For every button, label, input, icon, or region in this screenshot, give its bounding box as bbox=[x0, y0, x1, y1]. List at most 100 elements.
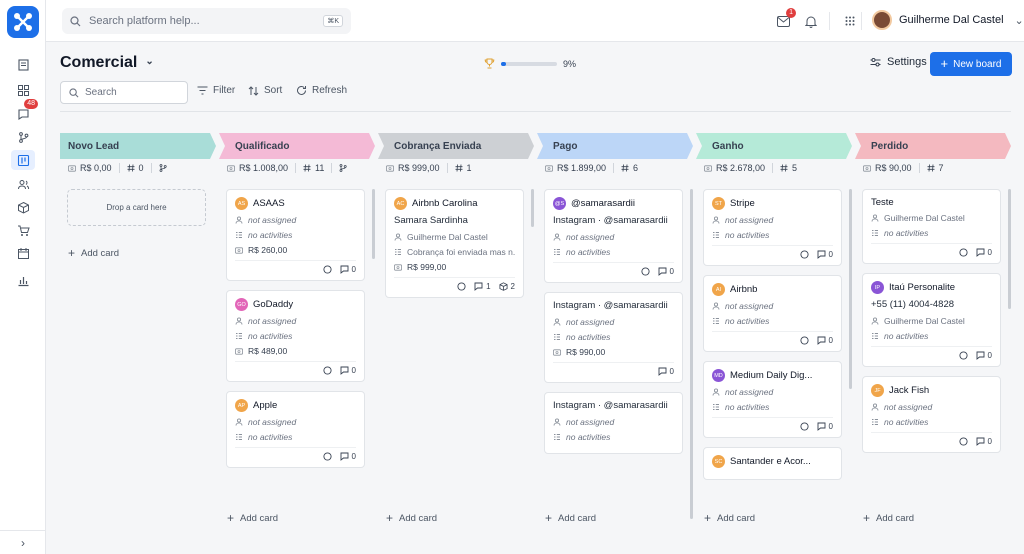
chat-button[interactable] bbox=[958, 437, 968, 446]
notifications-button[interactable] bbox=[802, 12, 820, 30]
deal-card[interactable]: AS ASAAS not assigned no activities R$ 260,0… bbox=[226, 189, 365, 281]
deal-card[interactable]: MD Medium Daily Dig... not assigned no acti… bbox=[703, 361, 842, 438]
comments-button[interactable]: 0 bbox=[817, 422, 833, 431]
comments-button[interactable]: 0 bbox=[976, 351, 992, 360]
whatsapp-icon bbox=[322, 265, 332, 274]
card-list[interactable]: ST Stripe not assigned no activities 0 AI Airb… bbox=[703, 189, 842, 499]
comments-button[interactable]: 0 bbox=[976, 437, 992, 446]
column-scrollbar[interactable] bbox=[531, 189, 534, 227]
sidebar-item-flows[interactable] bbox=[11, 127, 35, 147]
deal-card[interactable]: JF Jack Fish not assigned no activities 0 bbox=[862, 376, 1001, 453]
add-card-button[interactable]: + Add card bbox=[386, 511, 437, 525]
chat-button[interactable] bbox=[322, 366, 332, 375]
card-activities: no activities bbox=[235, 230, 356, 240]
global-search-input[interactable]: Search platform help... ⌘K bbox=[62, 8, 351, 34]
column-header[interactable]: Novo Lead bbox=[60, 133, 216, 159]
sidebar-item-reports[interactable] bbox=[11, 270, 35, 290]
chat-button[interactable] bbox=[958, 351, 968, 360]
board-title-dropdown[interactable]: Comercial ⌄ bbox=[60, 54, 154, 72]
chat-button[interactable] bbox=[799, 336, 809, 345]
divider bbox=[918, 163, 920, 173]
money-icon bbox=[545, 164, 553, 172]
refresh-button[interactable]: Refresh bbox=[296, 85, 347, 96]
divider bbox=[118, 163, 120, 173]
user-menu[interactable]: Guilherme Dal Castel ⌄ bbox=[872, 10, 1024, 30]
deal-card[interactable]: AC Airbnb Carolina Samara Sardinha Guilherm… bbox=[385, 189, 524, 298]
chat-button[interactable] bbox=[958, 248, 968, 257]
column-scrollbar[interactable] bbox=[372, 189, 375, 259]
drop-zone[interactable]: Drop a card here bbox=[67, 189, 206, 226]
sidebar-item-documents[interactable] bbox=[11, 54, 35, 74]
column-header[interactable]: Pago bbox=[537, 133, 693, 159]
chat-button[interactable] bbox=[457, 282, 466, 291]
add-card-button[interactable]: + Add card bbox=[227, 511, 278, 525]
add-card-button[interactable]: + Add card bbox=[863, 511, 914, 525]
column-header[interactable]: Cobrança Enviada bbox=[378, 133, 534, 159]
sort-label: Sort bbox=[264, 85, 283, 96]
plus-icon: + bbox=[386, 511, 394, 525]
card-owner: Guilherme Dal Castel bbox=[871, 213, 992, 223]
chat-button[interactable] bbox=[799, 422, 809, 431]
add-card-button[interactable]: + Add card bbox=[545, 511, 596, 525]
comments-button[interactable]: 1 bbox=[474, 282, 491, 291]
deal-card[interactable]: AP Apple not assigned no activities 0 bbox=[226, 391, 365, 468]
column-header[interactable]: Perdido bbox=[855, 133, 1011, 159]
sidebar-item-contacts[interactable] bbox=[11, 174, 35, 194]
sidebar-item-calendar[interactable] bbox=[11, 243, 35, 263]
comments-button[interactable]: 0 bbox=[340, 452, 356, 461]
assignee-label: not assigned bbox=[248, 316, 297, 326]
comments-button[interactable]: 0 bbox=[817, 250, 833, 259]
chat-button[interactable] bbox=[322, 265, 332, 274]
deal-card[interactable]: GO GoDaddy not assigned no activities R$ 489… bbox=[226, 290, 365, 382]
add-card-button[interactable]: + Add card bbox=[704, 511, 755, 525]
comments-button[interactable]: 0 bbox=[817, 336, 833, 345]
deal-card[interactable]: Instagram · @samarasardii not assigned no … bbox=[544, 392, 683, 454]
deal-card[interactable]: AI Airbnb not assigned no activities 0 bbox=[703, 275, 842, 352]
card-list[interactable]: AC Airbnb Carolina Samara Sardinha Guilherm… bbox=[385, 189, 524, 499]
board-search-input[interactable]: Search bbox=[60, 81, 188, 104]
chat-button[interactable] bbox=[640, 267, 650, 276]
chat-button[interactable] bbox=[322, 452, 332, 461]
card-list[interactable]: AS ASAAS not assigned no activities R$ 260,0… bbox=[226, 189, 365, 499]
deal-card[interactable]: ST Stripe not assigned no activities 0 bbox=[703, 189, 842, 266]
settings-button[interactable]: Settings bbox=[870, 56, 927, 68]
card-list[interactable]: Teste Guilherme Dal Castel no activities 0 I… bbox=[862, 189, 1001, 499]
column-scrollbar[interactable] bbox=[1008, 189, 1011, 309]
apps-button[interactable] bbox=[841, 12, 859, 30]
new-board-button[interactable]: + New board bbox=[930, 52, 1012, 76]
card-value: R$ 260,00 bbox=[235, 245, 356, 255]
column-scrollbar[interactable] bbox=[849, 189, 852, 389]
hash-icon bbox=[621, 164, 629, 172]
products-button[interactable]: 2 bbox=[499, 282, 515, 291]
column-scrollbar[interactable] bbox=[690, 189, 693, 519]
column-header[interactable]: Qualificado bbox=[219, 133, 375, 159]
deal-card[interactable]: IP Itaú Personalite +55 (11) 4004-4828 Guil… bbox=[862, 273, 1001, 367]
app-logo[interactable] bbox=[7, 6, 39, 38]
comments-button[interactable]: 0 bbox=[976, 248, 992, 257]
sidebar-item-chat[interactable]: 48 bbox=[11, 99, 38, 124]
deal-card[interactable]: Teste Guilherme Dal Castel no activities 0 bbox=[862, 189, 1001, 264]
sidebar-item-boards[interactable] bbox=[11, 150, 35, 170]
deal-card[interactable]: SC Santander e Acor... bbox=[703, 447, 842, 480]
card-list[interactable]: Drop a card here bbox=[67, 189, 206, 499]
comments-button[interactable]: 0 bbox=[340, 366, 356, 375]
expand-sidebar-button[interactable]: › bbox=[0, 530, 46, 554]
comments-button[interactable]: 0 bbox=[658, 367, 674, 376]
comments-button[interactable]: 0 bbox=[340, 265, 356, 274]
card-value: R$ 990,00 bbox=[553, 347, 674, 357]
deal-card[interactable]: @S @samarasardii Instagram · @samarasardii… bbox=[544, 189, 683, 283]
mail-button[interactable]: 1 bbox=[774, 8, 796, 30]
add-card-button[interactable]: + Add card bbox=[68, 246, 119, 260]
sidebar-item-store[interactable] bbox=[11, 220, 35, 240]
chat-button[interactable] bbox=[799, 250, 809, 259]
refresh-label: Refresh bbox=[312, 85, 348, 96]
column-header[interactable]: Ganho bbox=[696, 133, 852, 159]
card-list[interactable]: @S @samarasardii Instagram · @samarasardii… bbox=[544, 189, 683, 499]
filter-button[interactable]: Filter bbox=[197, 85, 235, 96]
deal-card[interactable]: Instagram · @samarasardii not assigned no … bbox=[544, 292, 683, 383]
sort-button[interactable]: Sort bbox=[248, 85, 282, 96]
sidebar-item-products[interactable] bbox=[11, 197, 35, 217]
card-title-row: GO GoDaddy bbox=[235, 298, 356, 311]
sidebar-item-dashboard[interactable] bbox=[11, 80, 35, 100]
comments-button[interactable]: 0 bbox=[658, 267, 674, 276]
